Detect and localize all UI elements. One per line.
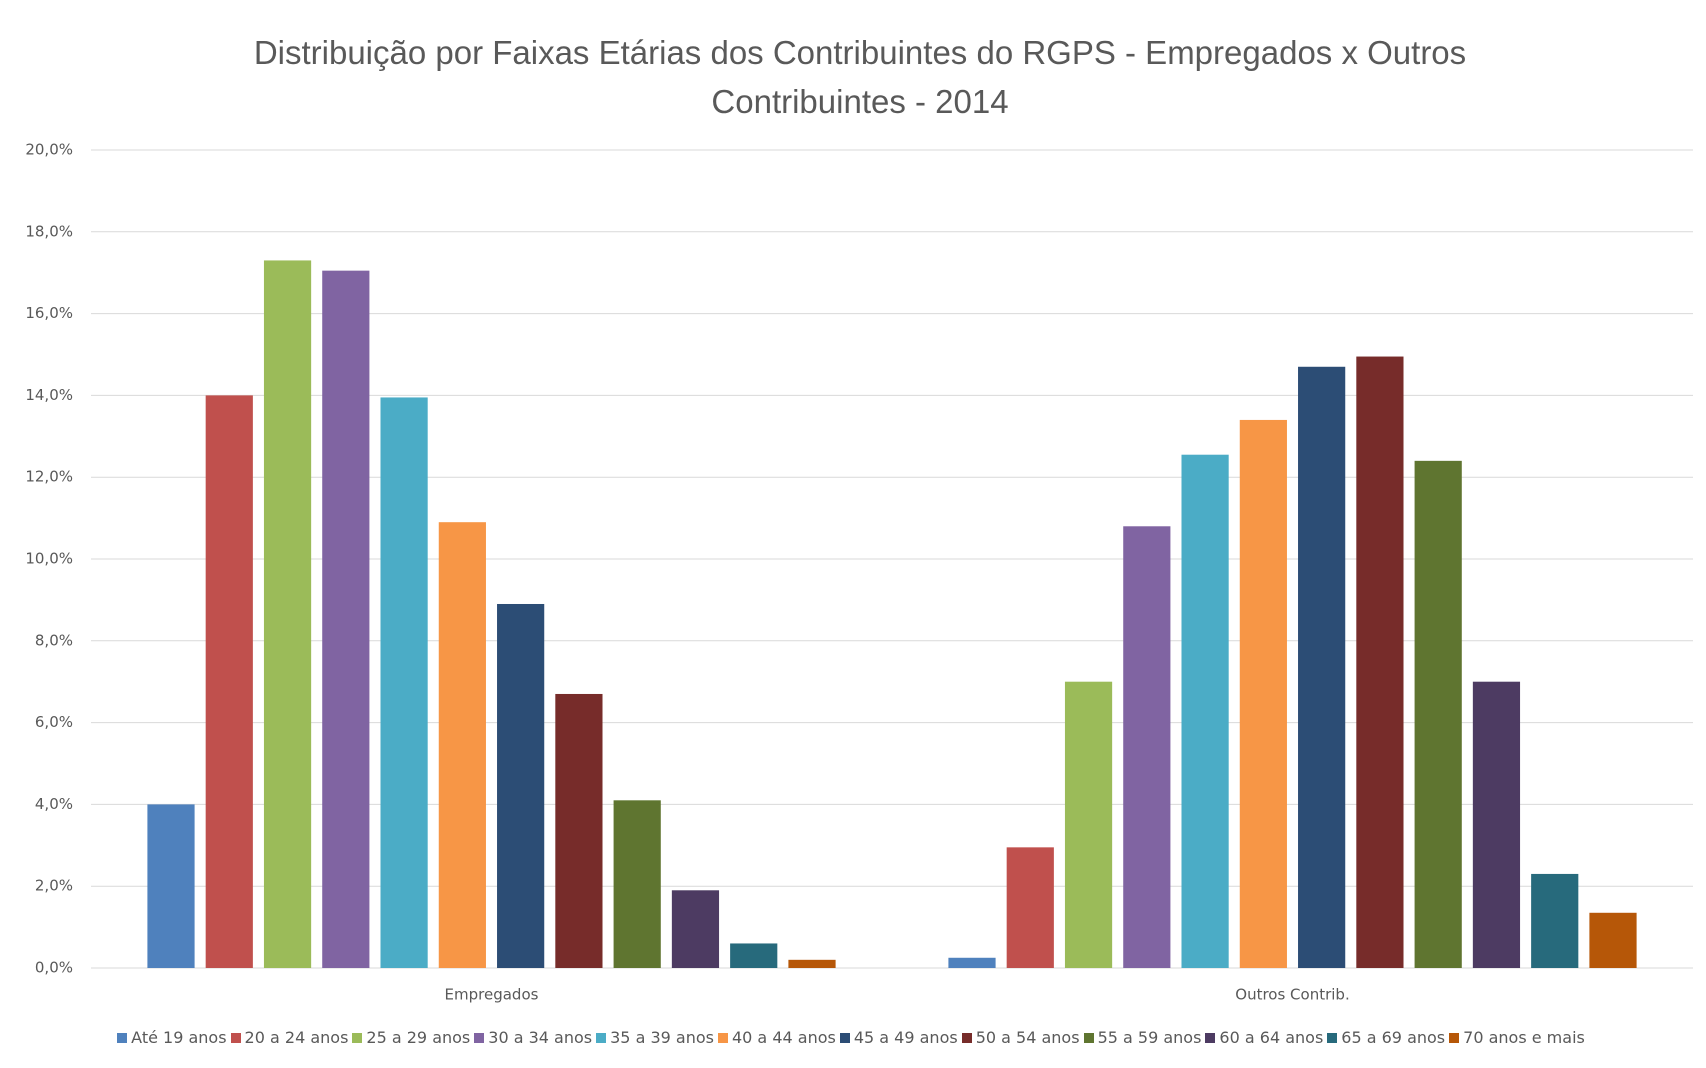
legend-swatch bbox=[474, 1032, 485, 1043]
bar bbox=[380, 397, 428, 968]
bar bbox=[1239, 419, 1287, 968]
legend-swatch bbox=[961, 1032, 972, 1043]
bar bbox=[1181, 454, 1229, 969]
bar bbox=[147, 804, 195, 968]
y-tick-label: 10,0% bbox=[25, 550, 73, 568]
legend-swatch bbox=[1327, 1032, 1338, 1043]
y-tick-label: 4,0% bbox=[35, 795, 73, 813]
legend-item: 60 a 64 anos bbox=[1205, 1028, 1323, 1047]
bar bbox=[322, 270, 370, 968]
legend-item: 25 a 29 anos bbox=[352, 1028, 470, 1047]
legend-item: 70 anos e mais bbox=[1449, 1028, 1585, 1047]
bar bbox=[1298, 366, 1346, 968]
legend-swatch bbox=[839, 1032, 850, 1043]
legend-label: 55 a 59 anos bbox=[1097, 1028, 1202, 1047]
bar bbox=[1064, 681, 1113, 968]
legend-item: 65 a 69 anos bbox=[1327, 1028, 1445, 1047]
legend-swatch bbox=[1205, 1032, 1216, 1043]
bar bbox=[497, 603, 545, 968]
legend-item: 20 a 24 anos bbox=[230, 1028, 349, 1047]
legend-swatch bbox=[117, 1032, 128, 1043]
legend-swatch bbox=[352, 1032, 363, 1043]
legend-item: 40 a 44 anos bbox=[717, 1028, 836, 1047]
bar bbox=[1472, 681, 1521, 968]
bar bbox=[1414, 460, 1462, 968]
legend-label: 65 a 69 anos bbox=[1341, 1028, 1446, 1047]
bar bbox=[205, 395, 253, 968]
legend-item: 45 a 49 anos bbox=[839, 1028, 958, 1047]
legend-label: 35 a 39 anos bbox=[610, 1028, 714, 1047]
legend-label: 70 anos e mais bbox=[1463, 1028, 1585, 1047]
legend-label: 40 a 44 anos bbox=[731, 1028, 836, 1047]
y-tick-label: 2,0% bbox=[35, 877, 73, 895]
chart-title: Distribuição por Faixas Etárias dos Cont… bbox=[253, 34, 1467, 120]
bar bbox=[788, 959, 836, 968]
legend-label: 50 a 54 anos bbox=[975, 1028, 1080, 1047]
bar bbox=[438, 522, 486, 968]
bar bbox=[730, 943, 778, 968]
legend-label: 30 a 34 anos bbox=[488, 1028, 593, 1047]
bar bbox=[1356, 356, 1404, 968]
bar bbox=[613, 800, 661, 968]
legend-label: 25 a 29 anos bbox=[366, 1028, 471, 1047]
legend-swatch bbox=[596, 1032, 607, 1043]
y-tick-label: 8,0% bbox=[35, 631, 73, 649]
bar bbox=[671, 890, 720, 968]
legend-label: Até 19 anos bbox=[131, 1028, 227, 1047]
y-tick-label: 16,0% bbox=[25, 304, 73, 322]
legend-label: 60 a 64 anos bbox=[1219, 1028, 1324, 1047]
bar bbox=[1589, 912, 1637, 968]
y-tick-label: 0,0% bbox=[35, 959, 73, 977]
bar bbox=[948, 957, 996, 968]
legend-swatch bbox=[230, 1032, 241, 1043]
legend-item: Até 19 anos bbox=[117, 1028, 227, 1047]
legend-item: 50 a 54 anos bbox=[961, 1028, 1080, 1047]
bar bbox=[1123, 526, 1171, 968]
legend-label: 20 a 24 anos bbox=[244, 1028, 349, 1047]
legend: Até 19 anos 20 a 24 anos 25 a 29 anos 30 a … bbox=[0, 1028, 1706, 1047]
y-tick-label: 18,0% bbox=[25, 222, 73, 240]
x-tick-label: Outros Contrib. bbox=[1235, 986, 1349, 1004]
bar bbox=[263, 260, 312, 968]
legend-swatch bbox=[717, 1032, 728, 1043]
legend-label: 45 a 49 anos bbox=[853, 1028, 958, 1047]
legend-item: 35 a 39 anos bbox=[596, 1028, 714, 1047]
bar bbox=[555, 693, 603, 968]
legend-swatch bbox=[1083, 1032, 1094, 1043]
legend-swatch bbox=[1449, 1032, 1460, 1043]
y-tick-label: 20,0% bbox=[25, 141, 73, 159]
bar bbox=[1006, 847, 1054, 968]
y-tick-label: 14,0% bbox=[25, 386, 73, 404]
bar bbox=[1531, 873, 1579, 968]
y-tick-label: 12,0% bbox=[25, 468, 73, 486]
y-tick-label: 6,0% bbox=[35, 713, 73, 731]
legend-item: 55 a 59 anos bbox=[1083, 1028, 1202, 1047]
x-tick-label: Empregados bbox=[445, 986, 539, 1004]
legend-item: 30 a 34 anos bbox=[474, 1028, 592, 1047]
